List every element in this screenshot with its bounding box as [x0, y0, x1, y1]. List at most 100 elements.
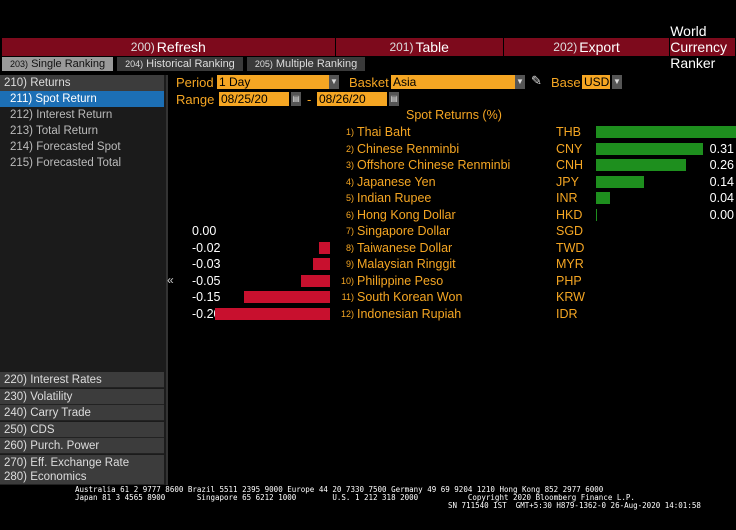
bar-positive [596, 142, 704, 155]
tab-num: 205) [254, 59, 273, 69]
currency-name: Philippine Peso [357, 273, 444, 288]
sidebar-item-carry-trade[interactable]: 240) Carry Trade [0, 405, 164, 421]
tab-historical-ranking[interactable]: 204) Historical Ranking [117, 57, 243, 71]
currency-name: Taiwanese Dollar [357, 240, 453, 255]
currency-name: Indonesian Rupiah [357, 306, 462, 321]
bar-positive [596, 159, 686, 171]
sidebar-item-interest-return[interactable]: 212) Interest Return [10, 109, 113, 121]
bar-negative [301, 274, 330, 287]
value-label: 0.00 [709, 207, 734, 222]
currency-name: Chinese Renminbi [357, 141, 460, 156]
row-rank: 1) [345, 127, 354, 137]
sidebar-item-economics[interactable]: 280) Economics [0, 469, 164, 485]
currency-code: INR [556, 191, 578, 205]
currency-code: KRW [556, 290, 585, 304]
tab-label: Multiple Ranking [275, 58, 358, 70]
footer-line-1: Australia 61 2 9777 8600 Brazil 5511 239… [75, 485, 604, 494]
sidebar-item-volatility[interactable]: 230) Volatility [0, 389, 164, 405]
bar-positive [596, 208, 597, 221]
range-from-input[interactable]: 08/25/20 [219, 92, 289, 106]
basket-label: Basket [349, 75, 389, 90]
value-label: 0.26 [709, 158, 734, 172]
sidebar-item-cds[interactable]: 250) CDS [0, 422, 164, 438]
export-button[interactable]: 202) Export [503, 38, 671, 56]
bar-negative [312, 258, 330, 270]
row-rank: 5) [345, 193, 354, 203]
currency-code: CNY [556, 141, 583, 156]
currency-code: PHP [556, 273, 582, 288]
toolbar: 200) Refresh 201) Table 202) Export World C… [2, 23, 736, 71]
row-rank: 8) [345, 242, 354, 253]
tab-label: Historical Ranking [146, 58, 235, 70]
value-label: -0.03 [192, 257, 221, 271]
currency-name: Malaysian Ringgit [357, 257, 456, 271]
tab-multiple-ranking[interactable]: 205) Multiple Ranking [246, 57, 366, 71]
value-label: -0.15 [192, 290, 221, 304]
value-label: 0.14 [709, 174, 734, 189]
currency-name: Hong Kong Dollar [357, 207, 456, 222]
range-dash: - [307, 92, 312, 107]
basket-select[interactable]: Asia [391, 75, 515, 89]
period-label: Period [176, 75, 214, 90]
currency-code: MYR [556, 257, 584, 271]
sidebar-item-purch-power[interactable]: 260) Purch. Power [0, 438, 164, 454]
calendar-icon[interactable]: ▤ [389, 92, 399, 106]
value-label: -0.05 [192, 273, 221, 288]
bar-positive [596, 175, 645, 188]
sidebar-item-forecasted-total[interactable]: 215) Forecasted Total [10, 157, 122, 169]
value-label: 0.31 [709, 141, 734, 156]
sidebar-item-eff-exchange-rate[interactable]: 270) Eff. Exchange Rate [0, 455, 164, 471]
sidebar-item-interest-rates[interactable]: 220) Interest Rates [0, 372, 164, 388]
refresh-num: 200) [130, 40, 155, 54]
tab-single-ranking[interactable]: 203) Single Ranking [2, 57, 114, 71]
row-rank: 4) [345, 176, 354, 187]
refresh-button[interactable]: 200) Refresh [2, 38, 336, 56]
row-rank: 2) [345, 143, 354, 154]
period-dropdown-icon[interactable]: ▼ [329, 75, 339, 89]
export-num: 202) [553, 40, 578, 54]
currency-name: Singapore Dollar [357, 224, 451, 238]
collapse-sidebar-button[interactable]: « [167, 273, 174, 287]
currency-name: Offshore Chinese Renminbi [357, 158, 511, 172]
row-rank: 7) [345, 226, 354, 236]
base-dropdown-icon[interactable]: ▼ [612, 75, 622, 89]
base-select[interactable]: USD [582, 75, 610, 89]
row-rank: 11) [341, 292, 354, 302]
table-num: 201) [389, 40, 414, 54]
currency-name: Thai Baht [357, 125, 411, 139]
value-label: 0.04 [709, 191, 734, 205]
bar-negative [318, 241, 330, 254]
sidebar-item-forecasted-spot[interactable]: 214) Forecasted Spot [10, 141, 121, 153]
tab-num: 203) [10, 59, 29, 69]
pencil-icon[interactable]: ✎ [531, 73, 542, 88]
tab-bar: 203) Single Ranking 204) Historical Rank… [2, 57, 369, 71]
currency-code: THB [556, 125, 581, 139]
value-label: -0.02 [192, 240, 221, 255]
table-label: Table [415, 39, 449, 55]
sidebar-item-total-return[interactable]: 213) Total Return [10, 125, 99, 137]
row-rank: 6) [345, 209, 354, 220]
sidebar: 210) Returns 211) Spot Return 212) Inter… [0, 75, 168, 485]
currency-code: CNH [556, 158, 584, 172]
currency-name: Japanese Yen [357, 174, 436, 189]
period-select[interactable]: 1 Day [217, 75, 329, 89]
basket-dropdown-icon[interactable]: ▼ [515, 75, 525, 89]
export-label: Export [579, 39, 620, 55]
range-to-input[interactable]: 08/26/20 [317, 92, 387, 106]
sidebar-item-spot-return[interactable]: 211) Spot Return [0, 91, 164, 107]
calendar-icon[interactable]: ▤ [291, 92, 301, 106]
value-label: 0.00 [192, 224, 217, 238]
sidebar-item-returns[interactable]: 210) Returns [0, 75, 164, 91]
app-title: World Currency Ranker [670, 23, 736, 71]
tab-label: Single Ranking [31, 58, 106, 70]
bar-negative [215, 307, 330, 320]
currency-code: TWD [556, 240, 585, 255]
base-label: Base [551, 75, 581, 90]
bar-positive [596, 126, 736, 138]
currency-name: Indian Rupee [357, 191, 432, 205]
bar-positive [596, 192, 610, 204]
table-button[interactable]: 201) Table [335, 38, 504, 56]
row-rank: 3) [345, 160, 354, 170]
currency-name: South Korean Won [357, 290, 463, 304]
currency-code: SGD [556, 224, 584, 238]
